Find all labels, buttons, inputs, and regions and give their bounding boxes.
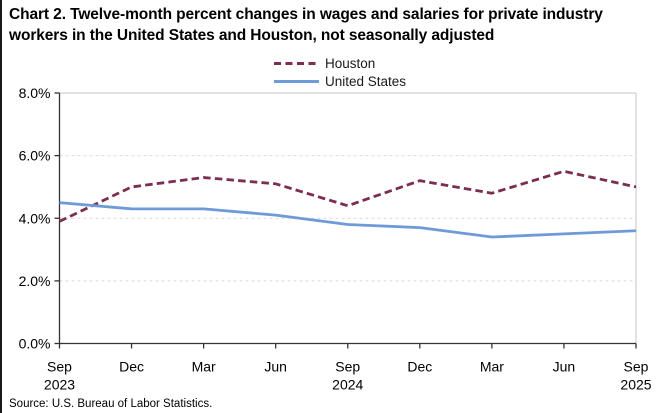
y-tick-label: 4.0% [19,210,51,226]
x-tick-label: Sep [47,359,72,375]
x-tick-label: Mar [480,359,504,375]
x-tick-label: Dec [119,359,144,375]
houston-series-line [58,169,637,223]
x-tick-label: Mar [192,359,216,375]
y-tick-label: 2.0% [19,273,51,289]
source-note: Source: U.S. Bureau of Labor Statistics. [9,398,213,410]
y-tick-label: 6.0% [19,148,51,164]
legend-label-houston: Houston [325,56,376,71]
united-states-solid-line-icon [274,80,319,83]
x-tick-label: Sep [624,359,649,375]
houston-dashed-line-icon [274,62,319,65]
x-tick-label: Dec [407,359,432,375]
y-tick-label: 8.0% [19,85,51,101]
y-tick-label: 0.0% [19,336,51,352]
x-tick-year-label: 2023 [44,377,75,393]
united-states-series-line [59,201,637,239]
x-tick-label: Jun [553,359,576,375]
legend-item-united-states: United States [274,74,406,89]
x-tick-year-label: 2024 [332,377,363,393]
x-tick-label: Sep [335,359,360,375]
legend: Houston United States [274,56,406,89]
x-tick-label: Jun [264,359,287,375]
legend-item-houston: Houston [274,56,406,71]
chart-title: Chart 2. Twelve-month percent changes in… [9,6,603,45]
x-tick-year-label: 2025 [620,377,651,393]
legend-label-united-states: United States [325,74,407,89]
